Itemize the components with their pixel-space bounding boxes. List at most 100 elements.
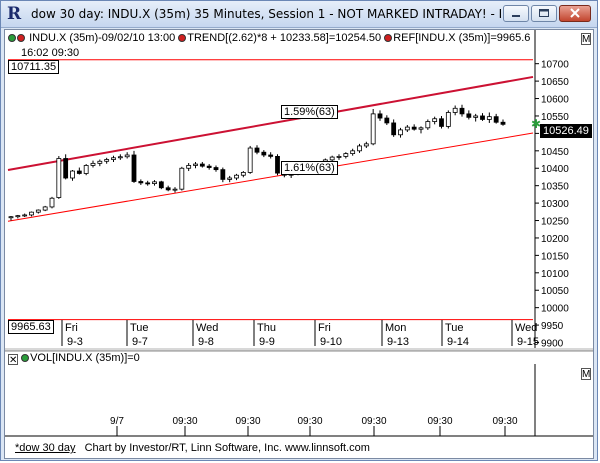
candle-body	[473, 115, 479, 118]
volume-label[interactable]: VOL[INDU.X (35m)]=0	[30, 352, 140, 364]
maximize-icon	[539, 9, 549, 17]
close-button[interactable]	[559, 5, 591, 22]
y-tick-label: 10000	[541, 304, 569, 315]
trend-legend[interactable]: TREND[(2.62)*8 + 10233.58]=10254.50	[187, 32, 382, 44]
candle-body	[268, 154, 274, 157]
maximize-button[interactable]	[531, 5, 557, 22]
title-bar[interactable]: R dow 30 day: INDU.X (35m) 35 Minutes, S…	[1, 1, 597, 28]
candle-body	[459, 107, 465, 115]
y-tick-label: 10350	[541, 182, 569, 193]
candle-body	[343, 153, 349, 157]
chart-client-area[interactable]: INDU.X (35m)-09/02/10 13:00 TREND[(2.62)…	[4, 29, 594, 459]
ref-top-label: 10711.35	[8, 60, 60, 74]
candle-body	[418, 127, 424, 130]
candle-body	[152, 181, 157, 184]
volume-legend: ✕ VOL[INDU.X (35m)]=0	[8, 352, 140, 366]
close-icon	[570, 8, 580, 18]
candle-body	[158, 181, 164, 189]
ref-color-icon	[384, 34, 393, 42]
volume-menu-box[interactable]: M	[581, 368, 591, 380]
y-tick-label: 9950	[541, 321, 564, 332]
candle-body	[145, 182, 151, 185]
y-tick-label: 10150	[541, 251, 569, 262]
candle-body	[466, 113, 472, 118]
candle-body	[445, 112, 451, 127]
last-price-marker-icon: ✱	[531, 117, 541, 131]
candle-body	[425, 121, 431, 129]
candle-body	[391, 122, 397, 136]
last-price-label: 10526.49	[540, 124, 592, 138]
candle-body	[227, 177, 233, 180]
volume-time-label: 9/7	[110, 416, 124, 427]
trend-color-icon	[178, 34, 187, 42]
day-of-week-label: Mon	[385, 322, 406, 334]
candle-body	[206, 165, 212, 168]
pane-divider[interactable]	[5, 348, 593, 352]
ref-bottom-label: 9965.63	[8, 320, 54, 334]
volume-time-label: 09:30	[492, 416, 517, 427]
candle-body	[234, 174, 239, 179]
candle-body	[329, 156, 335, 161]
candle-body	[104, 159, 110, 162]
candle-body	[261, 151, 267, 156]
minimize-button[interactable]	[503, 5, 529, 22]
candle-body	[35, 209, 41, 213]
candle-body	[90, 162, 96, 166]
candle-body	[138, 181, 144, 184]
candle-body	[432, 118, 438, 122]
candle-body	[124, 154, 130, 158]
candle-body	[220, 169, 226, 180]
candle-body	[363, 143, 369, 147]
date-label: 9-7	[132, 336, 148, 348]
volume-close-box[interactable]: ✕	[8, 354, 18, 366]
chart-legend: INDU.X (35m)-09/02/10 13:00 TREND[(2.62)…	[8, 32, 530, 46]
date-label: 9-3	[67, 336, 83, 348]
candle-body	[275, 155, 280, 174]
candle-body	[179, 167, 185, 190]
candle-body	[193, 163, 198, 166]
candle-body	[254, 147, 260, 153]
day-of-week-label: Tue	[445, 322, 464, 334]
candle-body	[15, 215, 21, 218]
y-tick-label: 10100	[541, 269, 569, 280]
volume-color-icon	[21, 354, 30, 362]
candle-body	[384, 117, 390, 124]
y-tick-label: 10200	[541, 234, 569, 245]
price-chart[interactable]: 1070010650106001055010500104501040010350…	[5, 30, 593, 348]
candle-body	[452, 107, 458, 113]
ref-legend[interactable]: REF[INDU.X (35m)]=9965.6	[393, 32, 531, 44]
candle-body	[377, 113, 383, 119]
candle-body	[240, 172, 246, 176]
trend-channel-lower	[7, 132, 534, 222]
date-label: 9-8	[198, 336, 214, 348]
chart-credit: Chart by Investor/RT, Linn Software, Inc…	[84, 442, 370, 454]
volume-chart[interactable]: 9/7 09:30 09:30 09:30 09:30 09:30 09:30	[5, 364, 593, 444]
candle-body	[76, 170, 82, 174]
y-tick-label: 10400	[541, 164, 569, 175]
day-of-week-label: Tue	[130, 322, 149, 334]
date-label: 9-14	[447, 336, 469, 348]
chart-menu-box[interactable]: M	[581, 33, 591, 45]
channel-mid-pct-label: 1.61%(63)	[281, 161, 338, 175]
day-of-week-label: Wed	[515, 322, 537, 334]
y-tick-label: 10600	[541, 95, 569, 106]
date-label: 9-13	[387, 336, 409, 348]
candle-body	[186, 165, 192, 169]
volume-time-label: 09:30	[235, 416, 260, 427]
day-of-week-label: Fri	[65, 322, 78, 334]
channel-top-pct-label: 1.59%(63)	[281, 105, 338, 119]
series-legend[interactable]: INDU.X (35m)-09/02/10 13:00	[29, 32, 176, 44]
candle-body	[70, 170, 75, 179]
candle-body	[131, 154, 137, 182]
date-label: 9-9	[259, 336, 275, 348]
candle-body	[398, 129, 403, 136]
y-tick-label: 10450	[541, 147, 569, 158]
y-tick-label: 10050	[541, 286, 569, 297]
chart-tab[interactable]: *dow 30 day	[15, 442, 76, 454]
candle-body	[404, 126, 410, 131]
candle-body	[117, 156, 123, 159]
minimize-icon	[512, 15, 520, 17]
series-color-icon-2	[17, 34, 25, 42]
investor-rt-logo-icon[interactable]: R	[7, 4, 22, 24]
y-tick-label: 10550	[541, 112, 569, 123]
